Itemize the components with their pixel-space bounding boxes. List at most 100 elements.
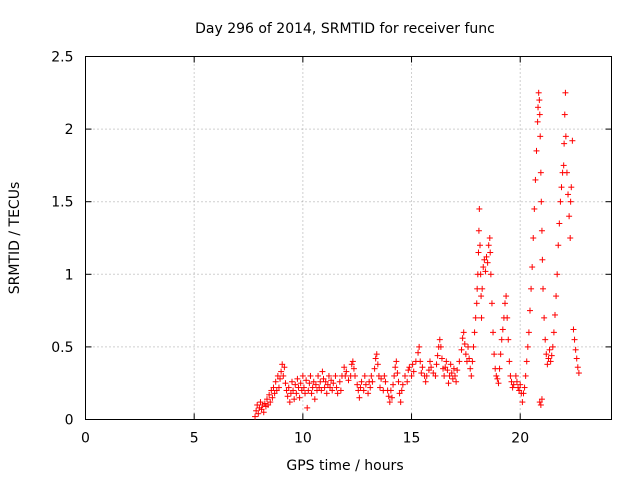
data-point <box>434 352 441 359</box>
data-point <box>477 242 483 249</box>
data-point <box>553 293 560 300</box>
data-point <box>419 364 426 371</box>
data-point <box>525 329 532 336</box>
data-point <box>485 242 492 249</box>
data-point <box>538 396 545 403</box>
x-tick-label: 5 <box>190 431 199 447</box>
x-tick-label: 10 <box>294 431 312 447</box>
data-point <box>534 118 541 125</box>
data-point <box>317 378 324 385</box>
data-point <box>498 336 505 343</box>
data-point <box>506 358 513 365</box>
data-point <box>504 314 511 321</box>
data-point <box>488 300 495 307</box>
data-point <box>341 364 348 371</box>
x-axis: 0 5 10 15 20 <box>81 56 529 447</box>
data-point <box>530 235 537 241</box>
data-point <box>288 378 295 385</box>
data-point <box>544 361 551 368</box>
data-point <box>494 375 501 382</box>
data-point <box>443 358 450 365</box>
data-point <box>295 384 302 391</box>
data-point <box>277 375 284 382</box>
data-point <box>307 372 314 379</box>
data-point <box>537 169 544 176</box>
data-point <box>555 242 562 249</box>
data-point <box>362 381 369 388</box>
data-point <box>349 358 356 365</box>
data-point <box>269 394 276 401</box>
x-axis-label: GPS time / hours <box>286 458 403 474</box>
data-point <box>480 264 487 271</box>
data-point <box>507 372 514 379</box>
data-point <box>539 256 546 263</box>
data-point <box>532 176 539 183</box>
data-point <box>333 384 340 391</box>
data-point <box>487 271 494 278</box>
data-point <box>537 133 544 140</box>
data-point <box>297 380 304 387</box>
data-point <box>470 343 477 350</box>
data-point <box>479 285 486 292</box>
data-point <box>377 384 384 391</box>
y-tick-label: 1.5 <box>51 195 73 211</box>
data-point <box>267 399 274 406</box>
data-point <box>252 413 259 420</box>
y-tick-label: 2.5 <box>51 50 73 66</box>
data-point <box>372 355 379 362</box>
data-point <box>304 404 311 411</box>
data-point <box>360 387 367 394</box>
data-point <box>291 396 298 403</box>
data-point <box>528 285 535 292</box>
data-point <box>280 372 287 379</box>
data-point <box>523 358 530 365</box>
data-point <box>395 378 402 385</box>
data-point <box>521 384 528 391</box>
data-point <box>522 372 529 379</box>
data-point <box>448 370 455 377</box>
data-point <box>332 372 339 379</box>
data-point <box>505 336 512 343</box>
data-point <box>459 335 466 342</box>
data-point <box>255 410 262 417</box>
data-point <box>438 355 445 362</box>
data-point <box>452 372 459 379</box>
data-point <box>478 314 485 321</box>
data-point <box>405 367 412 374</box>
data-point <box>318 387 325 394</box>
data-point <box>378 375 385 382</box>
data-point <box>496 365 503 372</box>
data-point <box>460 329 467 336</box>
grid <box>85 56 612 420</box>
data-point <box>471 329 478 336</box>
data-point <box>537 401 544 408</box>
data-point <box>462 351 469 358</box>
data-point <box>495 380 502 387</box>
data-point <box>290 387 297 394</box>
data-point <box>418 370 425 377</box>
data-point <box>308 390 315 397</box>
data-point <box>272 378 279 385</box>
data-point <box>570 326 577 333</box>
data-point <box>398 387 405 394</box>
data-point <box>406 364 413 371</box>
data-point <box>566 213 573 220</box>
data-point <box>560 162 567 169</box>
data-point <box>493 372 500 379</box>
data-point <box>547 358 554 365</box>
data-point <box>402 372 409 379</box>
data-point <box>437 343 444 350</box>
data-point <box>487 249 494 256</box>
y-tick-label: 2 <box>65 122 74 138</box>
data-point <box>499 326 506 333</box>
data-point <box>334 390 341 397</box>
data-point <box>517 381 524 388</box>
data-point <box>381 372 388 379</box>
data-point <box>404 378 411 385</box>
data-point <box>348 361 355 368</box>
data-point <box>441 372 448 379</box>
data-point <box>524 343 531 350</box>
data-point <box>385 393 392 400</box>
data-point <box>475 249 482 256</box>
data-point <box>388 394 395 401</box>
